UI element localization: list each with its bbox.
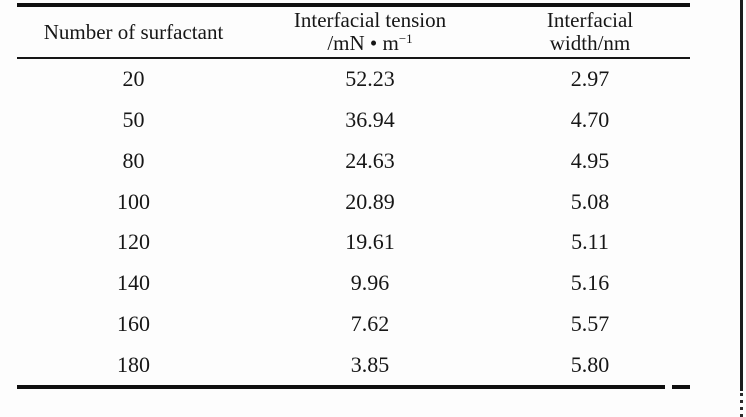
header-cell-interfacial-tension: Interfacial tension /mN • m−1: [250, 9, 490, 55]
cell-interfacial-tension: 20.89: [345, 188, 395, 214]
cell-interfacial-width: 5.11: [571, 229, 609, 255]
cell-interfacial-width: 5.80: [570, 351, 610, 377]
bottom-rule-main-segment: [17, 385, 665, 389]
cell-surfactant-count: 160: [117, 310, 150, 336]
cell-surfactant-count: 80: [122, 147, 145, 173]
table-row: 180 3.85 5.80: [17, 344, 690, 385]
bottom-rule-gap: [665, 385, 672, 389]
table-row: 100 20.89 5.08: [17, 181, 690, 222]
cell-interfacial-tension: 7.62: [350, 310, 390, 336]
bottom-rule-dash-segment: [672, 385, 690, 389]
table-body: 20 52.23 2.97 50 36.94 4.70 80 24.63 4.9…: [17, 59, 690, 385]
header-label-line1: Interfacial tension: [293, 8, 447, 32]
cell-interfacial-tension: 3.85: [350, 351, 390, 377]
header-label: Number of surfactant: [43, 19, 224, 44]
table-row: 80 24.63 4.95: [17, 141, 690, 182]
table-row: 50 36.94 4.70: [17, 100, 690, 141]
cell-interfacial-tension: 9.96: [350, 270, 390, 296]
cell-interfacial-tension: 36.94: [345, 107, 395, 133]
table-row: 120 19.61 5.11: [17, 222, 690, 263]
cell-surfactant-count: 50: [122, 107, 145, 133]
header-label-line1: Interfacial: [546, 8, 634, 32]
cell-interfacial-width: 5.16: [570, 270, 610, 296]
table-row: 140 9.96 5.16: [17, 263, 690, 304]
cell-surfactant-count: 100: [117, 188, 150, 214]
cell-interfacial-tension: 24.63: [345, 147, 395, 173]
page-edge-scan-line-dashed: [740, 393, 743, 417]
table-header-row: Number of surfactant Interfacial tension…: [17, 7, 690, 57]
data-table: Number of surfactant Interfacial tension…: [17, 3, 690, 389]
header-label-line2: /mN • m−1: [327, 31, 413, 55]
cell-interfacial-width: 4.70: [570, 107, 610, 133]
table-row: 20 52.23 2.97: [17, 59, 690, 100]
cell-interfacial-tension: 52.23: [345, 66, 395, 92]
cell-interfacial-tension: 19.61: [345, 229, 395, 255]
cell-surfactant-count: 120: [117, 229, 150, 255]
table-top-rule: [17, 3, 690, 7]
table-bottom-rule: [17, 385, 690, 389]
table-row: 160 7.62 5.57: [17, 304, 690, 345]
cell-surfactant-count: 180: [117, 351, 150, 377]
header-cell-number-of-surfactant: Number of surfactant: [17, 19, 250, 44]
cell-surfactant-count: 20: [122, 66, 145, 92]
page-edge-scan-line: [740, 0, 743, 391]
cell-interfacial-width: 4.95: [570, 147, 610, 173]
cell-interfacial-width: 5.57: [570, 310, 610, 336]
cell-interfacial-width: 5.08: [570, 188, 610, 214]
header-cell-interfacial-width: Interfacial width/nm: [490, 9, 690, 55]
cell-interfacial-width: 2.97: [570, 66, 610, 92]
superscript-exponent: −1: [398, 31, 413, 46]
cell-surfactant-count: 140: [117, 270, 150, 296]
table-header-rule: [17, 57, 690, 59]
header-label-line2: width/nm: [549, 31, 631, 55]
